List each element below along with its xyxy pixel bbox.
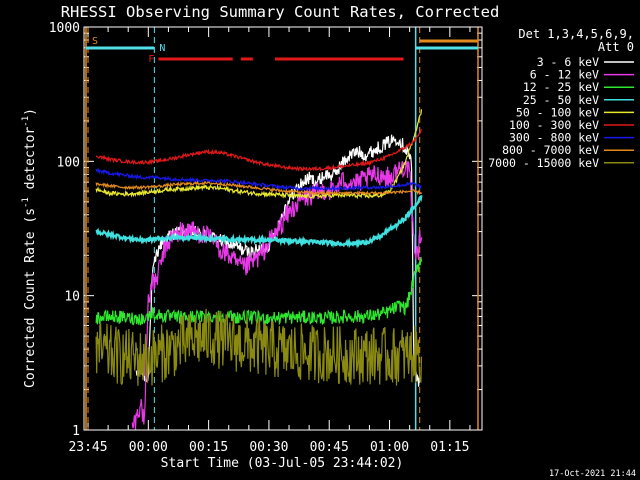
y-tick-label: 10 xyxy=(64,290,80,305)
x-tick-label: 00:00 xyxy=(129,440,168,455)
series-line-800-7000-kev xyxy=(95,180,423,197)
legend-entry-label: 12 - 25 keV xyxy=(523,80,599,94)
series-line-300-800-kev xyxy=(95,168,422,192)
x-tick-label: 01:00 xyxy=(370,440,409,455)
legend-entry-label: 100 - 300 keV xyxy=(509,118,599,132)
legend-entry-label: 300 - 800 keV xyxy=(509,131,599,145)
series-line-100-300-kev xyxy=(95,128,423,172)
chart-title: RHESSI Observing Summary Count Rates, Co… xyxy=(61,3,500,21)
legend-header-line2: Att 0 xyxy=(598,40,634,54)
legend-entry-label: 3 - 6 keV xyxy=(537,55,599,69)
legend-entry-label: 800 - 7000 keV xyxy=(502,143,599,157)
x-tick-label: 01:15 xyxy=(430,440,469,455)
series-lines xyxy=(95,109,423,431)
footer-timestamp: 17-Oct-2021 21:44 xyxy=(549,469,636,479)
y-tick-label: 100 xyxy=(57,155,80,170)
y-tick-label: 1 xyxy=(72,424,80,439)
y-axis-label-part3: ) xyxy=(23,108,38,116)
legend-header-line1: Det 1,3,4,5,6,9, xyxy=(518,27,634,41)
series-line-12-25-kev xyxy=(95,256,423,326)
x-axis-label: Start Time (03-Jul-05 23:44:02) xyxy=(161,456,404,471)
x-tick-label: 00:30 xyxy=(249,440,288,455)
x-tick-label: 00:45 xyxy=(310,440,349,455)
series-line-6-12-kev xyxy=(131,160,423,431)
x-tick-label: 23:45 xyxy=(68,440,107,455)
axis-ticks: 1 10 100 1000 23:45 00:00 00:15 00:30 00:45 01:00… xyxy=(49,21,482,455)
series-line-50-100-kev xyxy=(95,109,423,200)
legend-entry-label: 7000 - 15000 keV xyxy=(488,156,599,170)
plot-frame xyxy=(83,26,483,431)
night-flag-label: N xyxy=(159,43,165,54)
y-axis-label-exp2: -1 xyxy=(21,116,31,127)
legend-entry-label: 25 - 50 keV xyxy=(523,93,599,107)
y-axis-label-part1: Corrected Count Rate (s xyxy=(23,208,38,388)
y-axis-label: Corrected Count Rate (s-1 detector-1) xyxy=(21,108,38,388)
series-line-7000-15000-kev xyxy=(95,308,423,386)
legend-entry-label: 50 - 100 keV xyxy=(516,105,599,119)
series-line-25-50-kev xyxy=(95,195,423,249)
y-tick-label: 1000 xyxy=(49,21,80,36)
flare-flag-label: F xyxy=(148,54,154,65)
y-axis-label-exp1: -1 xyxy=(21,197,31,208)
saa-flag-label: S xyxy=(92,36,98,47)
legend-entry-label: 6 - 12 keV xyxy=(530,68,599,82)
y-axis-label-part2: detector xyxy=(23,127,38,198)
y-axis-label-group: Corrected Count Rate (s-1 detector-1) xyxy=(21,108,38,388)
x-tick-label: 00:15 xyxy=(189,440,228,455)
